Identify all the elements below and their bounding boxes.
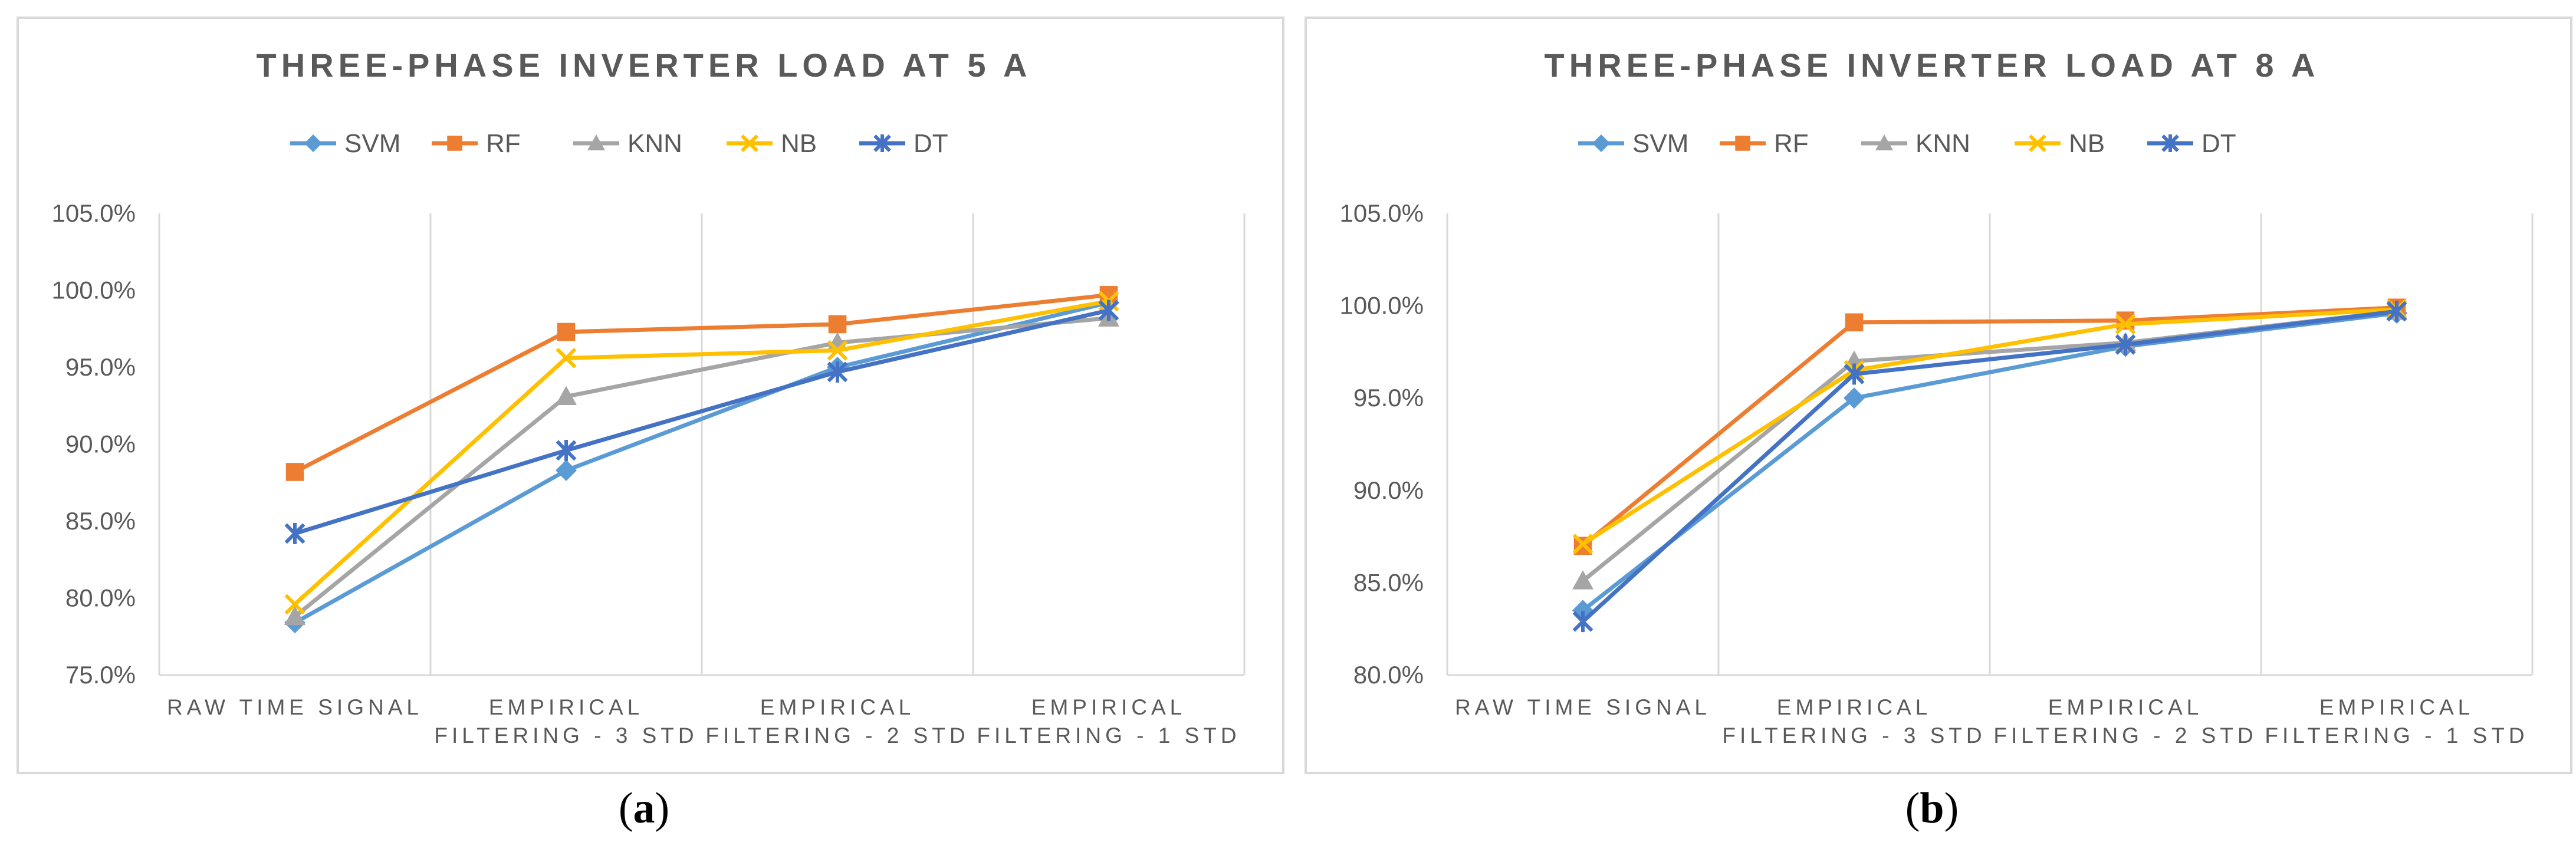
legend-label-rf: RF — [1774, 129, 1809, 158]
y-tick-label: 90.0% — [1353, 476, 1424, 504]
chart-title-b: THREE-PHASE INVERTER LOAD AT 8 A — [1545, 47, 2320, 84]
data-point-svm — [556, 459, 577, 481]
y-tick-label: 100.0% — [52, 277, 136, 304]
y-tick-label: 85.0% — [1353, 568, 1424, 596]
data-point-dt — [2115, 334, 2136, 356]
chart-panel-a: THREE-PHASE INVERTER LOAD AT 5 A 75.0% 80… — [17, 17, 1284, 832]
series-line-rf — [1581, 305, 2397, 548]
chart-frame-b — [1305, 17, 2572, 774]
legend-marker-svm — [1592, 134, 1610, 152]
x-tick-label: EMPIRICAL — [760, 695, 915, 719]
legend-marker-dt — [873, 134, 891, 152]
legend-label-dt: DT — [2202, 129, 2236, 158]
legend-marker-nb — [2029, 134, 2046, 152]
series-line-dt — [294, 308, 1109, 536]
data-point-dt — [284, 522, 305, 544]
y-tick-label: 95.0% — [65, 353, 136, 381]
y-tick-label: 75.0% — [65, 661, 136, 689]
x-tick-label: RAW TIME SIGNAL — [1455, 695, 1711, 719]
x-tick-label: FILTERING - 2 STD — [1993, 723, 2257, 748]
data-point-svm — [1844, 387, 1865, 409]
legend-marker-svm — [304, 134, 322, 152]
x-tick-label: EMPIRICAL — [489, 695, 643, 719]
x-tick-label: FILTERING - 1 STD — [977, 723, 1240, 748]
data-point-rf — [828, 315, 847, 334]
series-line-svm — [294, 300, 1109, 625]
data-point-dt — [827, 361, 848, 383]
series-line-nb — [1582, 307, 2397, 546]
data-point-rf — [557, 323, 576, 341]
y-tick-label: 90.0% — [65, 430, 136, 458]
line-chart-b: THREE-PHASE INVERTER LOAD AT 8 A 80.0% 85… — [1340, 47, 2534, 832]
y-tick-label: 85.0% — [65, 507, 136, 535]
legend-label-rf: RF — [486, 129, 521, 158]
legend-label-svm: SVM — [344, 129, 400, 158]
legend-marker-knn — [1875, 134, 1893, 150]
y-tick-label: 95.0% — [1353, 384, 1424, 412]
x-tick-label: EMPIRICAL — [2319, 695, 2474, 719]
x-tick-label: FILTERING - 3 STD — [1722, 723, 1986, 748]
data-point-knn — [1572, 570, 1593, 590]
legend-label-svm: SVM — [1632, 129, 1688, 158]
data-point-nb — [2115, 314, 2136, 335]
figure-caption-a: (a) — [619, 784, 669, 832]
y-tick-label: 100.0% — [1340, 292, 1424, 320]
legend-marker-rf — [447, 136, 462, 151]
legend-label-nb: NB — [781, 129, 817, 158]
series-line-rf — [294, 292, 1109, 474]
x-tick-label: FILTERING - 2 STD — [705, 723, 969, 748]
data-point-nb — [1572, 534, 1593, 555]
x-tick-label: EMPIRICAL — [1777, 695, 1931, 719]
x-tick-label: FILTERING - 3 STD — [434, 723, 698, 748]
y-tick-label: 80.0% — [1353, 661, 1424, 689]
chart-panel-b: THREE-PHASE INVERTER LOAD AT 8 A 80.0% 85… — [1288, 0, 2576, 849]
x-tick-label: RAW TIME SIGNAL — [167, 695, 423, 719]
data-point-knn — [556, 386, 577, 405]
legend-label-dt: DT — [914, 129, 948, 158]
legend-marker-rf — [1735, 136, 1750, 151]
line-chart-a: THREE-PHASE INVERTER LOAD AT 5 A 75.0% 80… — [52, 47, 1246, 832]
data-point-rf — [1845, 313, 1864, 332]
x-tick-label: EMPIRICAL — [1031, 695, 1186, 719]
figure-caption-b: (b) — [1905, 784, 1959, 832]
legend-marker-knn — [587, 134, 605, 150]
series-line-nb — [293, 299, 1109, 606]
y-tick-label: 105.0% — [1340, 199, 1424, 227]
data-point-dt — [1844, 363, 1865, 385]
chart-frame-a — [17, 17, 1284, 774]
x-tick-label: FILTERING - 1 STD — [2265, 723, 2528, 748]
data-point-rf — [285, 463, 304, 481]
legend-marker-nb — [741, 134, 758, 152]
x-tick-label: EMPIRICAL — [2048, 695, 2203, 719]
data-point-dt — [556, 439, 577, 461]
data-point-dt — [1098, 300, 1119, 321]
legend-label-knn: KNN — [1915, 129, 1970, 158]
data-point-nb — [556, 347, 577, 368]
chart-title-a: THREE-PHASE INVERTER LOAD AT 5 A — [257, 47, 1032, 84]
data-point-dt — [1572, 611, 1593, 633]
data-point-knn — [284, 606, 305, 626]
legend-label-nb: NB — [2069, 129, 2105, 158]
series-line-dt — [1581, 309, 2397, 623]
data-point-dt — [2386, 300, 2407, 322]
legend-label-knn: KNN — [627, 129, 682, 158]
data-point-nb — [284, 594, 305, 615]
data-point-nb — [827, 340, 848, 361]
y-tick-label: 80.0% — [65, 584, 136, 612]
legend-marker-dt — [2161, 134, 2179, 152]
y-tick-label: 105.0% — [52, 199, 136, 227]
series-line-knn — [293, 315, 1109, 618]
